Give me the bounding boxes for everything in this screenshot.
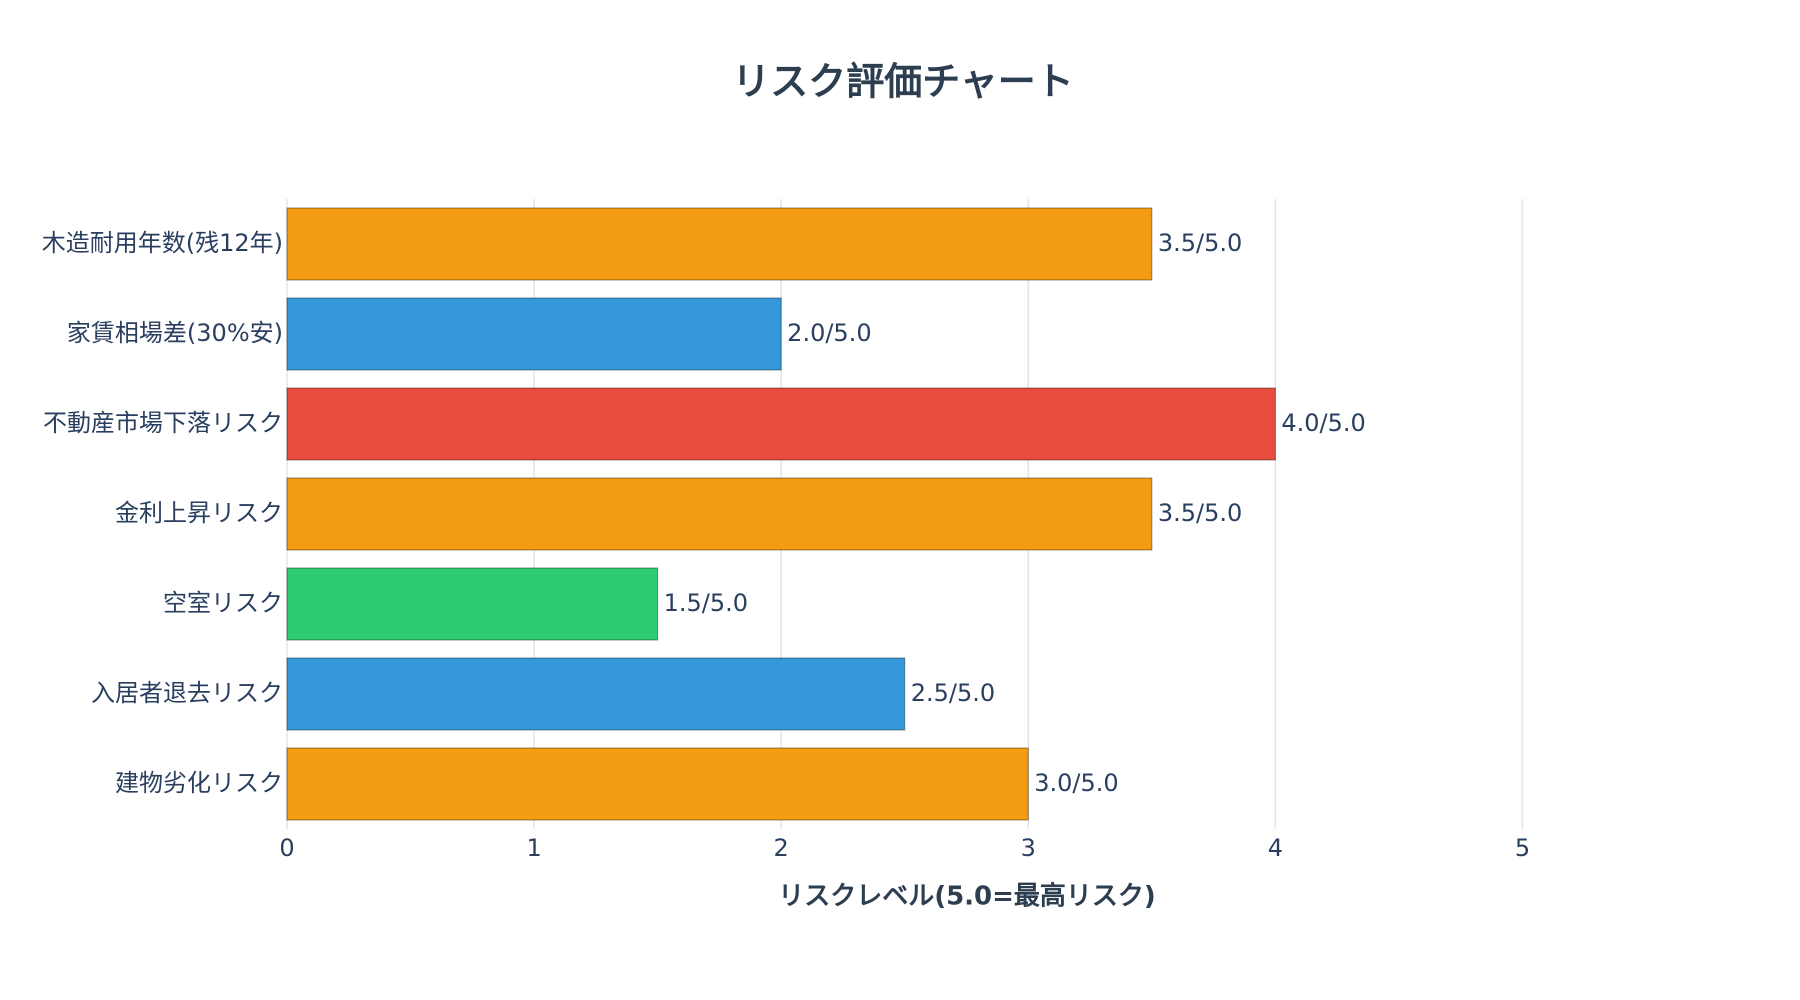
y-tick-label: 入居者退去リスク bbox=[91, 679, 283, 707]
y-tick-label: 金利上昇リスク bbox=[115, 499, 283, 527]
chart-title: リスク評価チャート bbox=[732, 60, 1074, 104]
bar bbox=[286, 297, 782, 371]
bar bbox=[286, 477, 1153, 551]
data-label: 1.5/5.0 bbox=[664, 589, 748, 617]
y-tick-label: 不動産市場下落リスク bbox=[43, 409, 283, 437]
data-label: 4.0/5.0 bbox=[1281, 409, 1365, 437]
y-tick-label: 家賃相場差(30%安) bbox=[67, 319, 283, 347]
y-tick-label: 木造耐用年数(残12年) bbox=[42, 229, 283, 257]
x-tick-label: 4 bbox=[1268, 834, 1283, 862]
x-tick-label: 2 bbox=[774, 834, 789, 862]
bar bbox=[286, 567, 659, 641]
y-tick-label: 建物劣化リスク bbox=[115, 769, 283, 797]
data-label: 3.0/5.0 bbox=[1034, 769, 1118, 797]
bar bbox=[286, 387, 1276, 461]
data-label: 3.5/5.0 bbox=[1158, 499, 1242, 527]
x-tick-label: 0 bbox=[279, 834, 294, 862]
y-tick-label: 空室リスク bbox=[163, 589, 283, 617]
x-tick-label: 3 bbox=[1021, 834, 1036, 862]
x-tick-label: 5 bbox=[1515, 834, 1530, 862]
bar bbox=[286, 657, 906, 731]
x-axis-title: リスクレベル(5.0=最高リスク) bbox=[778, 881, 1156, 912]
x-tick-label: 1 bbox=[526, 834, 541, 862]
data-label: 2.5/5.0 bbox=[911, 679, 995, 707]
data-label: 2.0/5.0 bbox=[787, 319, 871, 347]
bar bbox=[286, 207, 1153, 281]
data-label: 3.5/5.0 bbox=[1158, 229, 1242, 257]
bar bbox=[286, 747, 1029, 821]
